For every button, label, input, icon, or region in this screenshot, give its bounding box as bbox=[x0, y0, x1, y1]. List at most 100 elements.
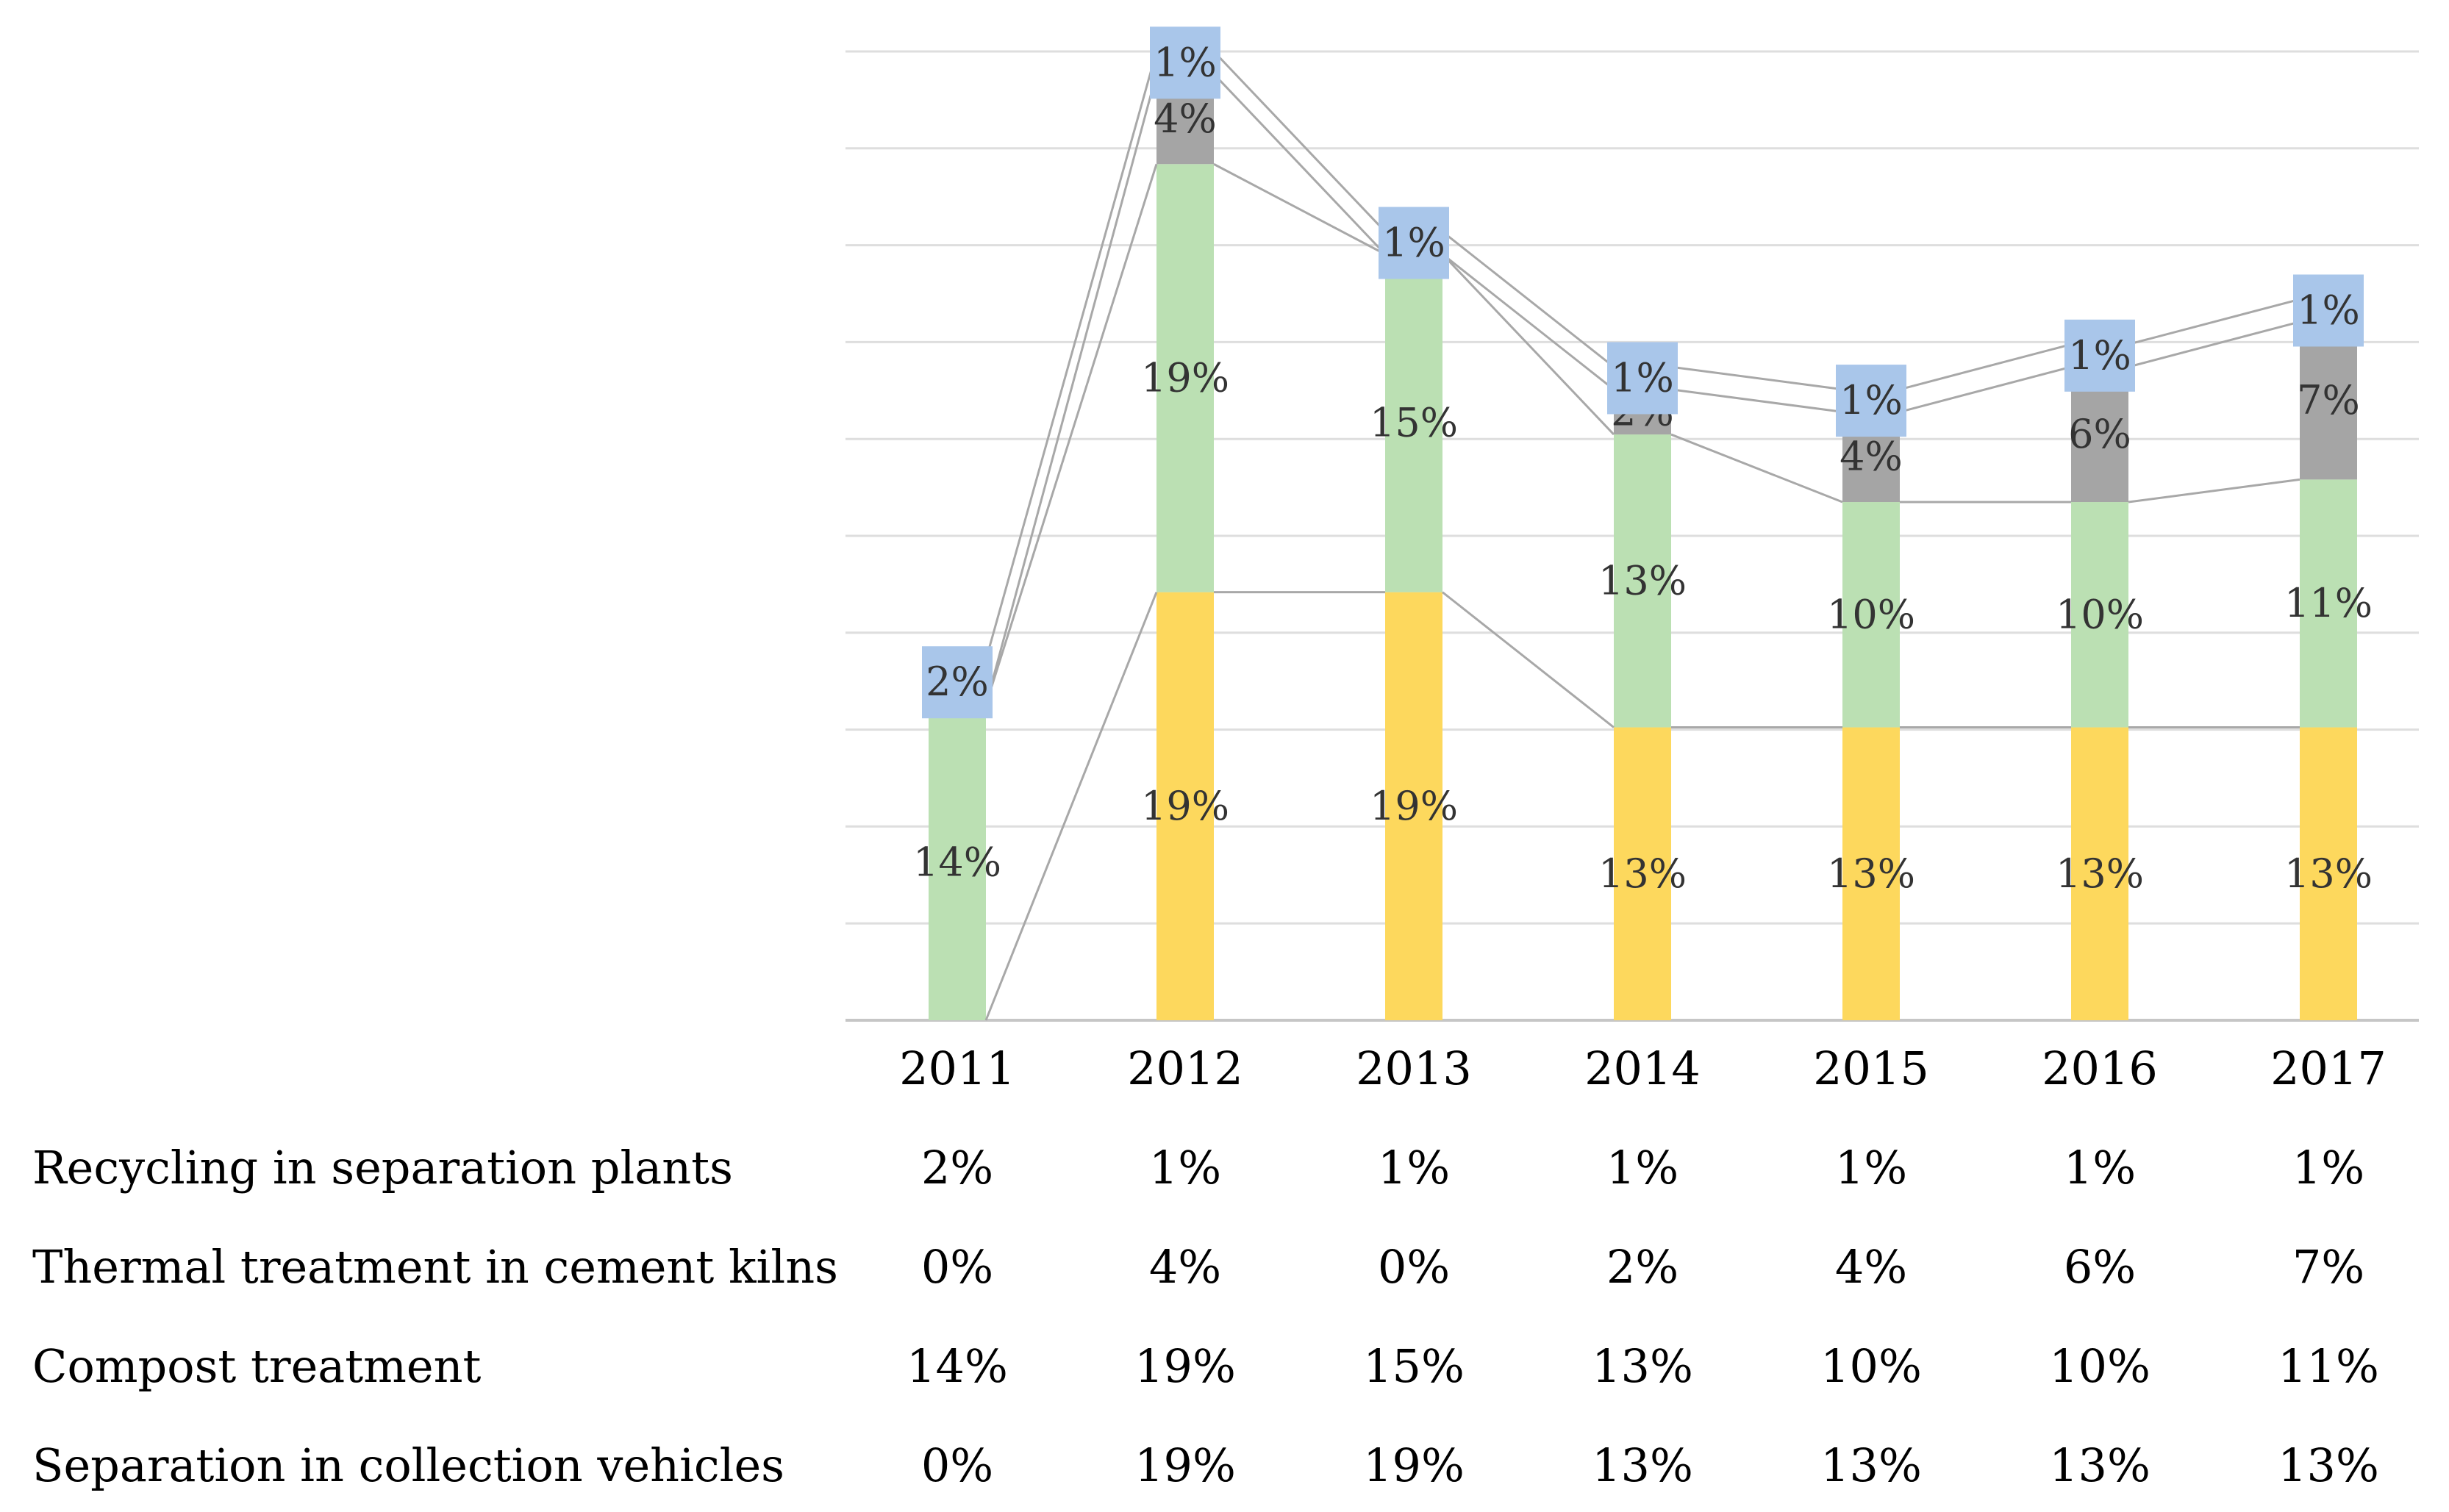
data-label: 14% bbox=[913, 839, 1001, 885]
segment-labels: 14%2%19%19%4%1%19%15%1%13%13%2%1%13%10%4… bbox=[913, 26, 2373, 897]
table-cell: 1% bbox=[1378, 1141, 1450, 1194]
bar-segment bbox=[2071, 727, 2128, 1020]
table-cell: 13% bbox=[1592, 1438, 1693, 1492]
table-row-label: Recycling in separation plants bbox=[32, 1141, 733, 1194]
data-label: 2% bbox=[926, 659, 989, 705]
table-cell: 10% bbox=[1820, 1339, 1922, 1393]
x-tick-label: 2016 bbox=[2042, 1042, 2158, 1095]
series-line bbox=[1441, 253, 1615, 436]
series-line bbox=[1212, 73, 1387, 255]
data-label: 19% bbox=[1141, 354, 1229, 401]
series-line bbox=[2128, 298, 2300, 345]
data-label-box bbox=[922, 646, 993, 719]
bar-segment bbox=[929, 704, 986, 1020]
bar-segment bbox=[2300, 479, 2357, 728]
bar-segment bbox=[1385, 254, 1442, 592]
data-label: 19% bbox=[1141, 783, 1229, 829]
data-label: 10% bbox=[2056, 591, 2144, 637]
data-label: 13% bbox=[2284, 850, 2373, 897]
table-cell: 1% bbox=[1149, 1141, 1221, 1194]
table-cell: 1% bbox=[1835, 1141, 1907, 1194]
table-cell: 0% bbox=[1378, 1240, 1450, 1294]
table-cell: 10% bbox=[2049, 1339, 2151, 1393]
table-cell: 19% bbox=[1134, 1438, 1236, 1492]
table-cell: 7% bbox=[2292, 1240, 2364, 1294]
table-cell: 1% bbox=[2292, 1141, 2364, 1194]
x-tick-label: 2012 bbox=[1127, 1042, 1243, 1095]
table-cell: 13% bbox=[1820, 1438, 1922, 1492]
data-label: 19% bbox=[1370, 783, 1458, 829]
table-cell: 13% bbox=[2049, 1438, 2151, 1492]
series-line bbox=[984, 74, 1158, 706]
x-tick-label: 2013 bbox=[1356, 1042, 1472, 1095]
data-label: 4% bbox=[1840, 434, 1903, 480]
data-label-box bbox=[1607, 342, 1678, 415]
data-label-box bbox=[2293, 274, 2364, 347]
series-line bbox=[1213, 162, 1386, 256]
table-cell: 15% bbox=[1363, 1339, 1465, 1393]
data-label: 1% bbox=[1154, 39, 1217, 85]
series-line bbox=[984, 163, 1158, 706]
series-line bbox=[1899, 365, 2072, 413]
data-label: 10% bbox=[1827, 591, 1915, 637]
data-label: 13% bbox=[1827, 850, 1915, 897]
series-line bbox=[1212, 50, 1387, 233]
table-row-label: Thermal treatment in cement kilns bbox=[32, 1240, 838, 1294]
data-label-box bbox=[1836, 365, 1906, 437]
series-line bbox=[1442, 591, 1615, 728]
data-label: 1% bbox=[1611, 354, 1674, 401]
data-label-box bbox=[2064, 319, 2135, 392]
series-line bbox=[2128, 478, 2300, 504]
bar-segment bbox=[1614, 434, 1671, 728]
data-label: 15% bbox=[1370, 400, 1458, 446]
series-line bbox=[1670, 388, 1843, 413]
series-lines bbox=[984, 50, 2300, 1021]
data-label: 4% bbox=[1154, 96, 1217, 142]
x-tick-label: 2011 bbox=[899, 1042, 1015, 1095]
data-label: 1% bbox=[2068, 332, 2131, 379]
data-table: Recycling in separation plants 2% 1% 1% 1% 1%… bbox=[32, 1141, 2379, 1492]
series-line bbox=[2128, 320, 2300, 368]
table-cell: 6% bbox=[2064, 1240, 2136, 1294]
series-line bbox=[984, 51, 1158, 660]
table-cell: 13% bbox=[1592, 1339, 1693, 1393]
data-label: 13% bbox=[1598, 850, 1687, 897]
table-row-label: Compost treatment bbox=[32, 1339, 482, 1393]
bar-segments bbox=[929, 51, 2357, 1020]
series-line bbox=[1670, 433, 1843, 504]
bar-segment bbox=[2300, 727, 2357, 1020]
data-label: 13% bbox=[2056, 850, 2144, 897]
table-cell: 4% bbox=[1149, 1240, 1221, 1294]
series-line bbox=[1670, 365, 1843, 391]
bar-segment bbox=[1385, 592, 1442, 1020]
table-cell: 0% bbox=[921, 1438, 993, 1492]
bar-segment bbox=[1842, 727, 1900, 1020]
data-label: 1% bbox=[2297, 287, 2360, 333]
series-line bbox=[984, 592, 1158, 1021]
bar-segment bbox=[1842, 502, 1900, 728]
series-line bbox=[1899, 343, 2072, 391]
data-label: 11% bbox=[2284, 580, 2373, 626]
data-label-box bbox=[1150, 26, 1220, 99]
data-label: 13% bbox=[1598, 557, 1687, 603]
data-label: 6% bbox=[2068, 411, 2131, 457]
bar-segment bbox=[1614, 727, 1671, 1020]
table-cell: 11% bbox=[2278, 1339, 2379, 1393]
table-cell: 1% bbox=[1606, 1141, 1678, 1194]
data-label: 1% bbox=[1840, 377, 1903, 423]
x-tick-label: 2015 bbox=[1813, 1042, 1929, 1095]
bar-segment bbox=[2071, 502, 2128, 728]
table-row-label: Separation in collection vehicles bbox=[32, 1438, 784, 1492]
bar-segment bbox=[2300, 321, 2357, 480]
table-cell: 1% bbox=[2064, 1141, 2136, 1194]
table-cell: 2% bbox=[1606, 1240, 1678, 1294]
table-cell: 14% bbox=[907, 1339, 1008, 1393]
series-line bbox=[1442, 253, 1615, 390]
bar-segment bbox=[1156, 164, 1214, 592]
data-label: 1% bbox=[1382, 220, 1445, 266]
table-cell: 4% bbox=[1835, 1240, 1907, 1294]
series-line bbox=[1442, 231, 1615, 368]
table-cell: 13% bbox=[2278, 1438, 2379, 1492]
data-label-box bbox=[1379, 207, 1449, 279]
x-tick-label: 2014 bbox=[1584, 1042, 1701, 1095]
